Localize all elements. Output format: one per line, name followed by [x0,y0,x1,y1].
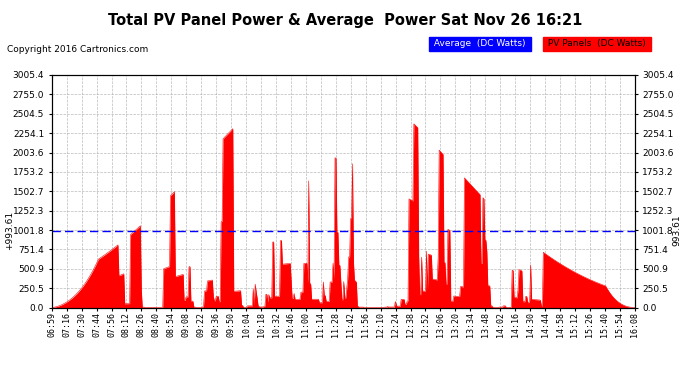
Text: Average  (DC Watts): Average (DC Watts) [431,39,529,48]
Text: Total PV Panel Power & Average  Power Sat Nov 26 16:21: Total PV Panel Power & Average Power Sat… [108,13,582,28]
Text: 993.61: 993.61 [672,215,681,246]
Text: PV Panels  (DC Watts): PV Panels (DC Watts) [545,39,649,48]
Text: Copyright 2016 Cartronics.com: Copyright 2016 Cartronics.com [7,45,148,54]
Text: +993.61: +993.61 [6,211,14,250]
